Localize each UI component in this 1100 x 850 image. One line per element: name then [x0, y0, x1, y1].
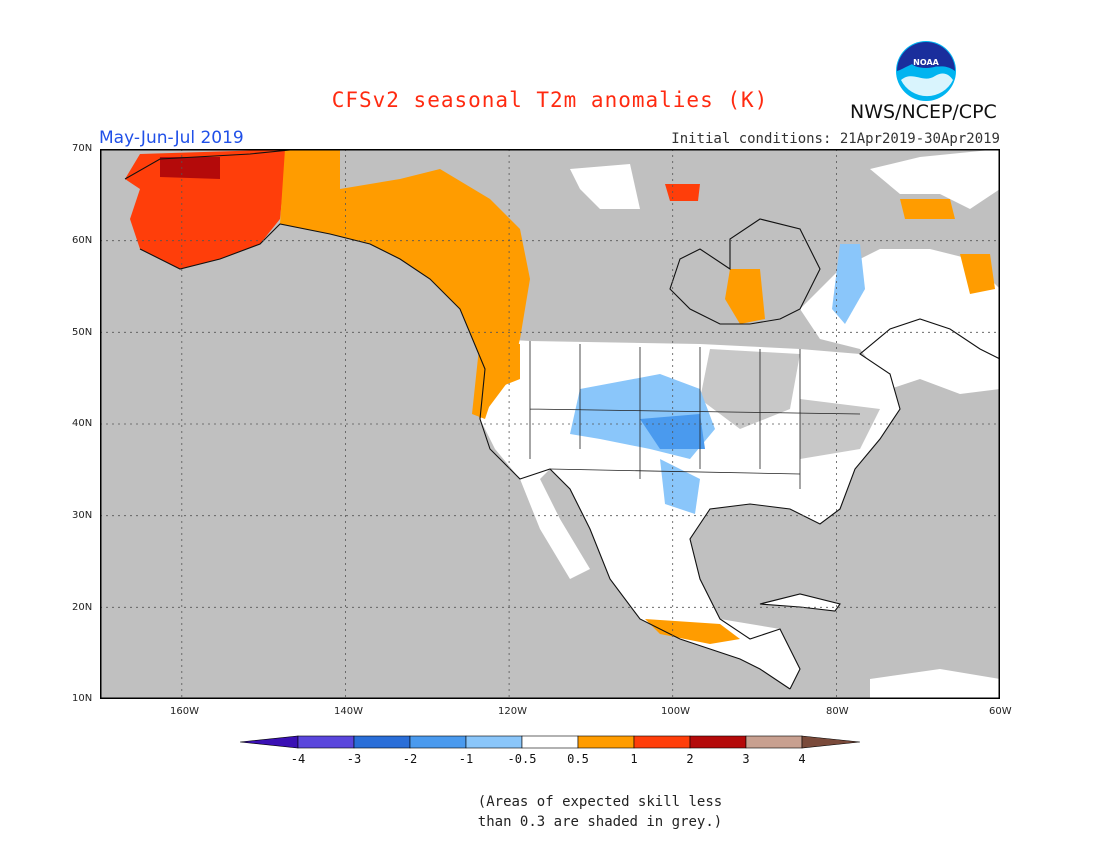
agency-label: NWS/NCEP/CPC	[850, 101, 997, 123]
canada-west-anomaly	[280, 149, 530, 419]
colorbar-tick-label: -0.5	[507, 752, 537, 766]
colorbar-tick-label: 4	[798, 752, 806, 766]
coastlines	[124, 149, 1000, 690]
lon-label: 120W	[498, 706, 527, 717]
lat-label: 20N	[72, 602, 93, 613]
warm-anomalies	[125, 149, 995, 644]
skill-note-line: than 0.3 are shaded in grey.)	[477, 814, 723, 830]
colorbar-segment	[745, 735, 803, 749]
colorbar-tick-label: -3	[346, 752, 362, 766]
skill-note: (Areas of expected skill less than 0.3 a…	[440, 792, 760, 832]
forecast-period: May-Jun-Jul 2019	[99, 128, 244, 148]
lat-label: 30N	[72, 510, 93, 521]
lon-label: 80W	[826, 706, 849, 717]
colorbar-segment	[577, 735, 635, 749]
southwest-anomaly	[660, 459, 700, 514]
map-frame	[100, 149, 1000, 699]
east-canada-anomaly	[725, 269, 765, 324]
lat-label: 60N	[72, 235, 93, 246]
quebec-anomaly	[832, 244, 865, 324]
colorbar-arrow-high	[801, 735, 860, 749]
noaa-logo: NOAA	[896, 41, 956, 101]
colorbar-segment	[409, 735, 467, 749]
colorbar-tick-label: -4	[290, 752, 306, 766]
lon-label: 140W	[334, 706, 363, 717]
colorbar-segment	[521, 735, 579, 749]
colorbar-arrow-low	[240, 735, 299, 749]
labrador-anomaly	[960, 254, 995, 294]
colorbar-tick-label: -1	[458, 752, 474, 766]
colorbar-tick-label: 1	[630, 752, 638, 766]
state-borders	[529, 341, 861, 489]
lat-label: 50N	[72, 327, 93, 338]
colorbar-segment	[465, 735, 523, 749]
colorbar-tick-label: 2	[686, 752, 694, 766]
pacific-nw-anomaly	[472, 339, 520, 419]
greenland-anomaly	[900, 199, 955, 219]
colorbar-segment	[353, 735, 411, 749]
hudson-anomaly	[665, 184, 700, 201]
map-title: CFSv2 seasonal T2m anomalies (K)	[331, 88, 769, 112]
lon-label: 100W	[661, 706, 690, 717]
colorbar-tick-label: -2	[402, 752, 418, 766]
colorbar-segments	[240, 735, 860, 749]
lat-label: 10N	[72, 693, 93, 704]
lat-label: 40N	[72, 418, 93, 429]
colorbar-segment	[633, 735, 691, 749]
logo-text: NOAA	[913, 58, 939, 67]
initial-conditions: Initial conditions: 21Apr2019-30Apr2019	[671, 131, 1000, 147]
colorbar-tick-label: 3	[742, 752, 750, 766]
colorbar-tick-label: 0.5	[567, 752, 589, 766]
lat-label: 70N	[72, 143, 93, 154]
mexico-coast-anomaly	[645, 619, 740, 644]
graticule	[100, 149, 1000, 699]
alaska-dark-red	[160, 157, 220, 179]
skill-note-line: (Areas of expected skill less	[477, 794, 723, 810]
alaska-anomaly	[125, 149, 300, 269]
lon-label: 160W	[170, 706, 199, 717]
anomaly-map	[100, 149, 1000, 699]
colorbar-segment	[297, 735, 355, 749]
colorbar	[240, 735, 860, 749]
lon-label: 60W	[989, 706, 1012, 717]
colorbar-segment	[689, 735, 747, 749]
